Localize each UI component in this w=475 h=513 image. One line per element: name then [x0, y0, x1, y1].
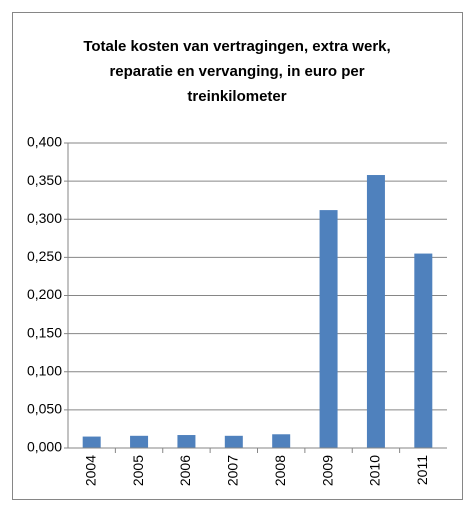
- x-tick-label: 2007: [225, 455, 241, 486]
- bar: [414, 253, 433, 448]
- bar: [82, 436, 101, 448]
- bar: [224, 435, 243, 448]
- y-tick-label: 0,050: [27, 401, 62, 417]
- y-tick-label: 0,350: [27, 172, 62, 188]
- x-tick-label: 2008: [272, 455, 288, 486]
- y-tick-label: 0,150: [27, 324, 62, 340]
- x-tick-label: 2009: [319, 455, 335, 486]
- y-tick-label: 0,200: [27, 286, 62, 302]
- x-tick-label: 2006: [177, 455, 193, 486]
- bar: [319, 210, 338, 448]
- y-tick-label: 0,250: [27, 248, 62, 264]
- bar: [272, 434, 291, 448]
- x-tick-label: 2011: [414, 455, 430, 485]
- y-tick-label: 0,100: [27, 362, 62, 378]
- x-tick-label: 2010: [367, 455, 383, 486]
- y-tick-label: 0,400: [27, 134, 62, 150]
- y-tick-label: 0,300: [27, 210, 62, 226]
- chart-frame: [12, 12, 463, 500]
- bar: [130, 435, 149, 448]
- x-tick-label: 2005: [130, 455, 146, 486]
- y-tick-label: 0,000: [27, 439, 62, 455]
- bar: [177, 435, 196, 448]
- bar: [366, 175, 385, 448]
- x-tick-label: 2004: [82, 455, 98, 486]
- chart-title: Totale kosten van vertragingen, extra we…: [83, 38, 391, 105]
